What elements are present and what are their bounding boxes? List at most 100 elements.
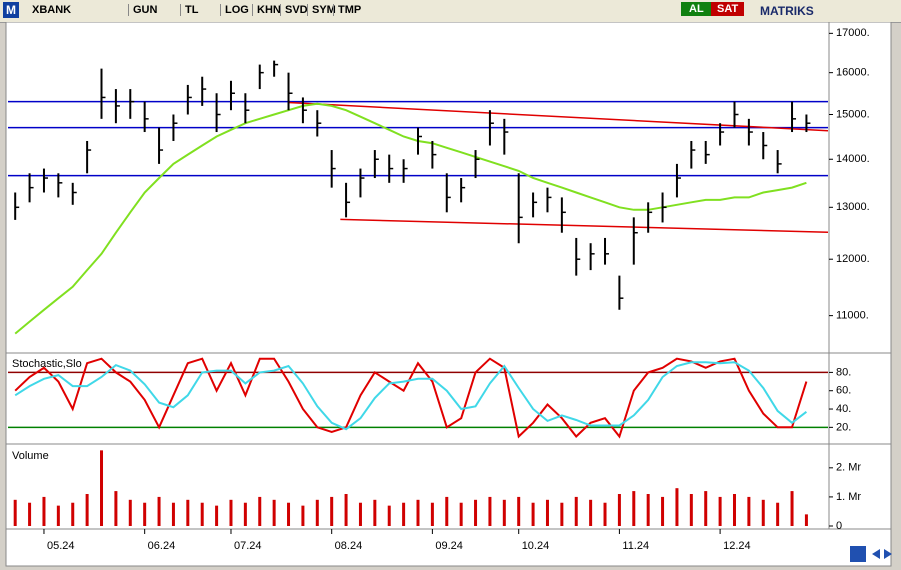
y-tick-label: 12000. bbox=[836, 253, 870, 265]
volume-bar bbox=[517, 496, 521, 526]
volume-bar bbox=[574, 496, 578, 526]
volume-bar bbox=[315, 499, 319, 526]
volume-bar bbox=[675, 488, 679, 526]
x-tick-label: 12.24 bbox=[723, 540, 751, 552]
volume-bar bbox=[632, 491, 636, 526]
volume-bar bbox=[243, 502, 247, 526]
x-tick-label: 09.24 bbox=[435, 540, 463, 552]
volume-bar bbox=[28, 502, 32, 526]
chart-area bbox=[5, 22, 892, 567]
moving-average bbox=[14, 102, 807, 335]
volume-bar bbox=[603, 502, 607, 526]
volume-bar bbox=[373, 499, 377, 526]
volume-bar bbox=[732, 494, 736, 526]
volume-bar bbox=[416, 499, 420, 526]
volume-bar bbox=[114, 491, 118, 526]
volume-bar bbox=[258, 496, 262, 526]
volume-bar bbox=[42, 496, 46, 526]
volume-bar bbox=[301, 505, 305, 526]
x-tick-label: 05.24 bbox=[47, 540, 75, 552]
x-tick-label: 08.24 bbox=[335, 540, 363, 552]
logo[interactable]: M bbox=[3, 2, 19, 18]
y-tick-label: 0 bbox=[836, 520, 842, 532]
sell-button[interactable]: SAT bbox=[711, 2, 745, 16]
volume-bar bbox=[617, 494, 621, 526]
volume-bar bbox=[445, 496, 449, 526]
volume-bar bbox=[790, 491, 794, 526]
volume-bar bbox=[56, 505, 60, 526]
volume-bar bbox=[272, 499, 276, 526]
chart: 11000. 12000. 13000. 14000. 15000. 16000. 1700… bbox=[5, 22, 892, 567]
button[interactable]: TL bbox=[180, 4, 198, 16]
volume-bar bbox=[13, 499, 17, 526]
volume-bar bbox=[387, 505, 391, 526]
toolbar: M XBANK GUN TL LOG KHN SVD SYM TMP AL SA… bbox=[0, 0, 901, 23]
volume-bar bbox=[200, 502, 204, 526]
volume-bar bbox=[560, 502, 564, 526]
volume-bar bbox=[718, 496, 722, 526]
volume-bar bbox=[344, 494, 348, 526]
volume-bar bbox=[747, 496, 751, 526]
volume-bar bbox=[589, 499, 593, 526]
y-tick-label: 15000. bbox=[836, 108, 870, 120]
volume-bar bbox=[186, 499, 190, 526]
button[interactable]: SYM bbox=[307, 4, 336, 16]
y-tick-label: 60. bbox=[836, 385, 851, 397]
volume-bar bbox=[661, 496, 665, 526]
volume-bar bbox=[128, 499, 132, 526]
panel-title: Volume bbox=[12, 450, 49, 462]
buy-button[interactable]: AL bbox=[681, 2, 712, 16]
stochastic-line bbox=[14, 361, 808, 431]
volume-bar bbox=[100, 450, 104, 526]
volume-bar bbox=[330, 496, 334, 526]
volume-bar bbox=[71, 502, 75, 526]
scroll-right[interactable] bbox=[884, 549, 892, 559]
y-tick-label: 2. Mr bbox=[836, 462, 861, 474]
volume-bar bbox=[287, 502, 291, 526]
y-tick-label: 1. Mr bbox=[836, 491, 861, 503]
y-tick-label: 17000. bbox=[836, 27, 870, 39]
volume-bar bbox=[502, 499, 506, 526]
volume-bar bbox=[776, 502, 780, 526]
tool-icon[interactable] bbox=[850, 546, 866, 562]
button[interactable]: SVD bbox=[280, 4, 308, 16]
y-tick-label: 14000. bbox=[836, 153, 870, 165]
y-tick-label: 16000. bbox=[836, 67, 870, 79]
volume-bar bbox=[704, 491, 708, 526]
y-tick-label: 11000. bbox=[836, 310, 869, 322]
x-tick-label: 06.24 bbox=[148, 540, 176, 552]
x-tick-label: 11.24 bbox=[622, 540, 649, 552]
y-tick-label: 13000. bbox=[836, 201, 870, 213]
button[interactable]: TMP bbox=[333, 4, 361, 16]
x-tick-label: 07.24 bbox=[234, 540, 262, 552]
volume-bar bbox=[229, 499, 233, 526]
volume-bar bbox=[488, 496, 492, 526]
volume-bar bbox=[646, 494, 650, 526]
symbol[interactable]: XBANK bbox=[32, 4, 72, 16]
button[interactable]: GUN bbox=[128, 4, 157, 16]
volume-bar bbox=[474, 499, 478, 526]
panel-title: Stochastic,Slo bbox=[12, 358, 82, 370]
button[interactable]: KHN bbox=[252, 4, 281, 16]
volume-bar bbox=[215, 505, 219, 526]
volume-bar bbox=[804, 514, 808, 526]
trend-line bbox=[288, 101, 829, 132]
volume-bar bbox=[545, 499, 549, 526]
volume-bar bbox=[143, 502, 147, 526]
brand: MATRIKS bbox=[760, 4, 814, 18]
y-tick-label: 20. bbox=[836, 421, 851, 433]
volume-bar bbox=[171, 502, 175, 526]
volume-bar bbox=[430, 502, 434, 526]
scroll-left[interactable] bbox=[872, 549, 880, 559]
volume-bar bbox=[761, 499, 765, 526]
volume-bar bbox=[459, 502, 463, 526]
x-tick-label: 10.24 bbox=[522, 540, 550, 552]
volume-bar bbox=[157, 496, 161, 526]
y-tick-label: 40. bbox=[836, 403, 851, 415]
volume-bar bbox=[531, 502, 535, 526]
button[interactable]: LOG bbox=[220, 4, 249, 16]
volume-bar bbox=[402, 502, 406, 526]
trend-line bbox=[340, 218, 829, 233]
stochastic-line bbox=[14, 357, 808, 439]
